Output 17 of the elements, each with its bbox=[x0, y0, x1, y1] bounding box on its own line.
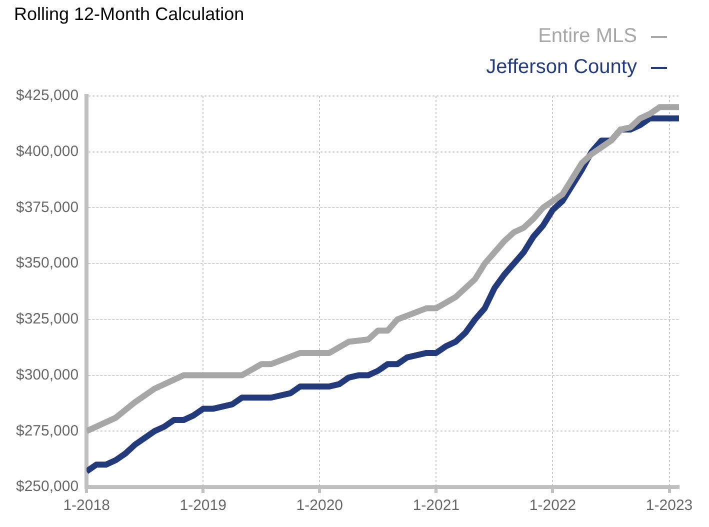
legend-label: Jefferson County bbox=[486, 56, 637, 79]
y-tick-label: $275,000 bbox=[16, 422, 79, 440]
y-tick-label: $375,000 bbox=[16, 198, 79, 216]
y-tick-label: $400,000 bbox=[16, 143, 79, 160]
x-tick-label: 1-2023 bbox=[646, 497, 693, 514]
x-tick-label: 1-2021 bbox=[412, 497, 460, 514]
y-tick-label: $425,000 bbox=[16, 87, 79, 104]
y-tick-label: $350,000 bbox=[16, 254, 79, 272]
legend-label: Entire MLS bbox=[538, 25, 637, 48]
x-tick-label: 1-2020 bbox=[296, 497, 344, 514]
y-tick-label: $325,000 bbox=[16, 310, 79, 328]
x-tick-label: 1-2022 bbox=[529, 497, 576, 514]
y-tick-label: $250,000 bbox=[16, 478, 79, 496]
chart-title: Rolling 12-Month Calculation bbox=[14, 4, 246, 25]
x-tick-label: 1-2019 bbox=[180, 497, 226, 514]
y-tick-label: $300,000 bbox=[16, 366, 79, 384]
x-tick-label: 1-2018 bbox=[63, 497, 110, 514]
